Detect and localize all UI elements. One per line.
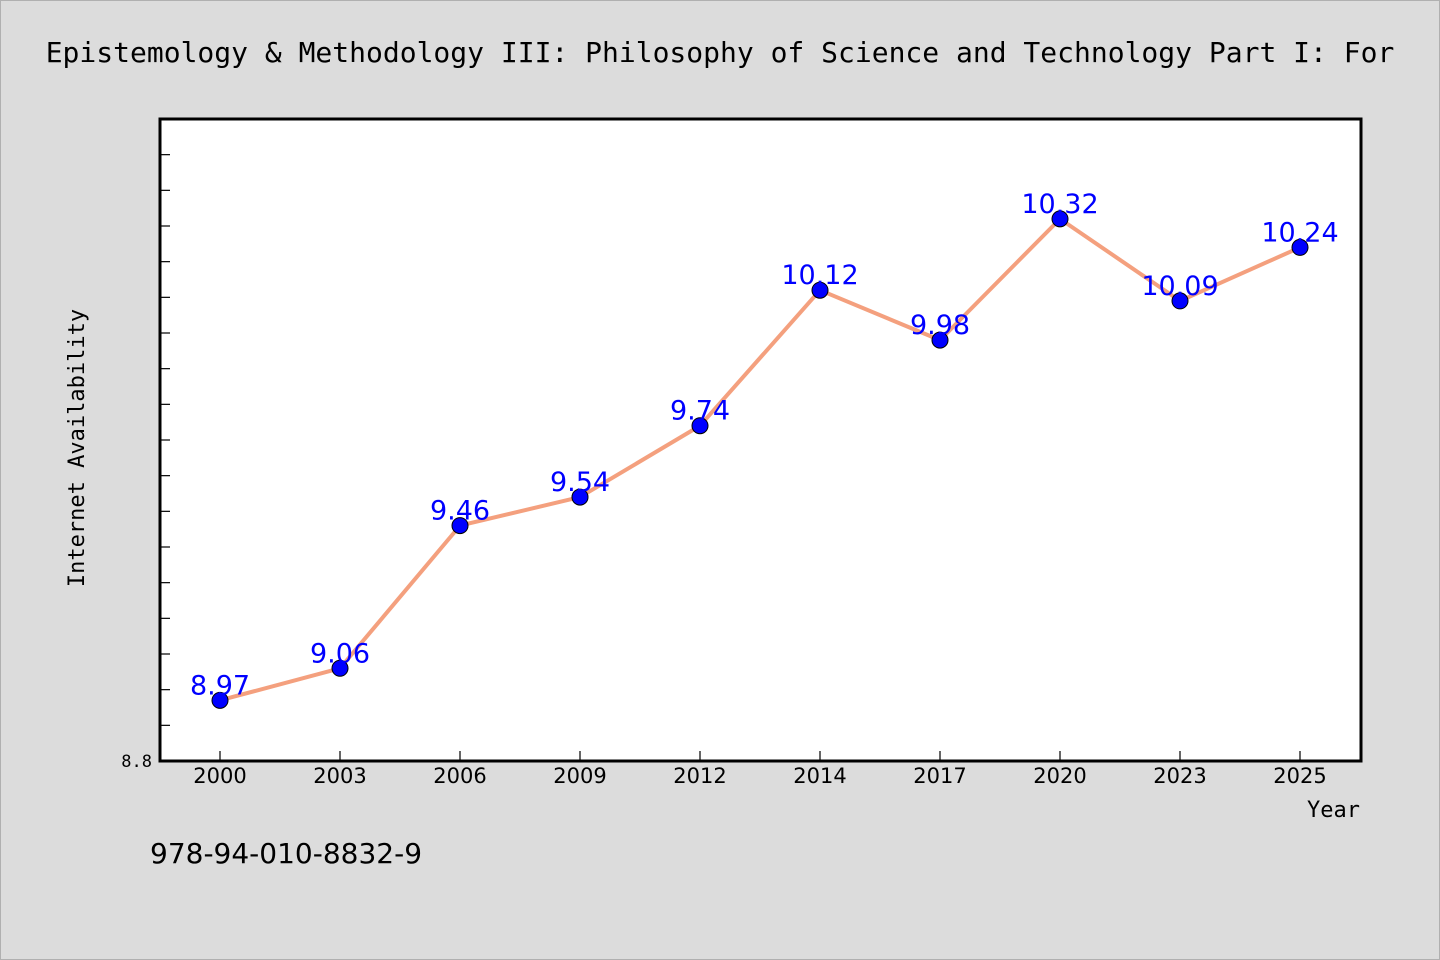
x-tick-label: 2025 bbox=[1273, 764, 1326, 788]
x-tick-label: 2009 bbox=[553, 764, 606, 788]
y-axis-label: Internet Availability bbox=[65, 309, 90, 587]
data-point bbox=[1051, 210, 1069, 228]
data-label: 9.06 bbox=[310, 638, 370, 669]
data-point bbox=[571, 488, 589, 506]
x-tick-label: 2014 bbox=[793, 764, 846, 788]
x-axis-ticks: 2000 2003 2006 2009 2012 2014 2017 2020 2023 2025 bbox=[193, 751, 1327, 788]
data-point bbox=[1291, 238, 1309, 256]
data-markers bbox=[211, 210, 1309, 709]
plot-area bbox=[158, 117, 1363, 763]
data-label: 10.24 bbox=[1261, 217, 1338, 248]
x-tick-label: 2003 bbox=[313, 764, 366, 788]
data-label: 9.74 bbox=[670, 396, 730, 427]
data-point bbox=[1171, 292, 1189, 310]
data-label: 10.32 bbox=[1021, 189, 1098, 220]
chart-title: Epistemology & Methodology III: Philosop… bbox=[46, 36, 1395, 69]
y-axis-ticks: 8.8 bbox=[121, 118, 170, 772]
data-label: 9.98 bbox=[910, 310, 970, 341]
x-tick-label: 2000 bbox=[193, 764, 246, 788]
x-tick-label: 2017 bbox=[913, 764, 966, 788]
data-point bbox=[931, 331, 949, 349]
data-label: 8.97 bbox=[190, 670, 250, 701]
x-tick-label: 2023 bbox=[1153, 764, 1206, 788]
data-label: 10.12 bbox=[781, 260, 858, 291]
data-point bbox=[691, 417, 709, 435]
data-point bbox=[811, 281, 829, 299]
x-tick-label: 2006 bbox=[433, 764, 486, 788]
data-labels: 8.97 9.06 9.46 9.54 9.74 10.12 9.98 10.32 10.09 1… bbox=[190, 189, 1339, 701]
footer-isbn: 978-94-010-8832-9 bbox=[150, 837, 422, 870]
x-tick-label: 2012 bbox=[673, 764, 726, 788]
data-label: 10.09 bbox=[1141, 271, 1218, 302]
series-line bbox=[219, 216, 1301, 703]
data-point bbox=[451, 517, 469, 535]
data-label: 9.46 bbox=[430, 496, 490, 527]
x-axis-label: Year bbox=[1307, 798, 1360, 823]
x-tick-label: 2020 bbox=[1033, 764, 1086, 788]
y-tick-label: 8.8 bbox=[121, 752, 152, 772]
data-point bbox=[331, 659, 349, 677]
data-label: 9.54 bbox=[550, 467, 610, 498]
data-point bbox=[211, 691, 229, 709]
